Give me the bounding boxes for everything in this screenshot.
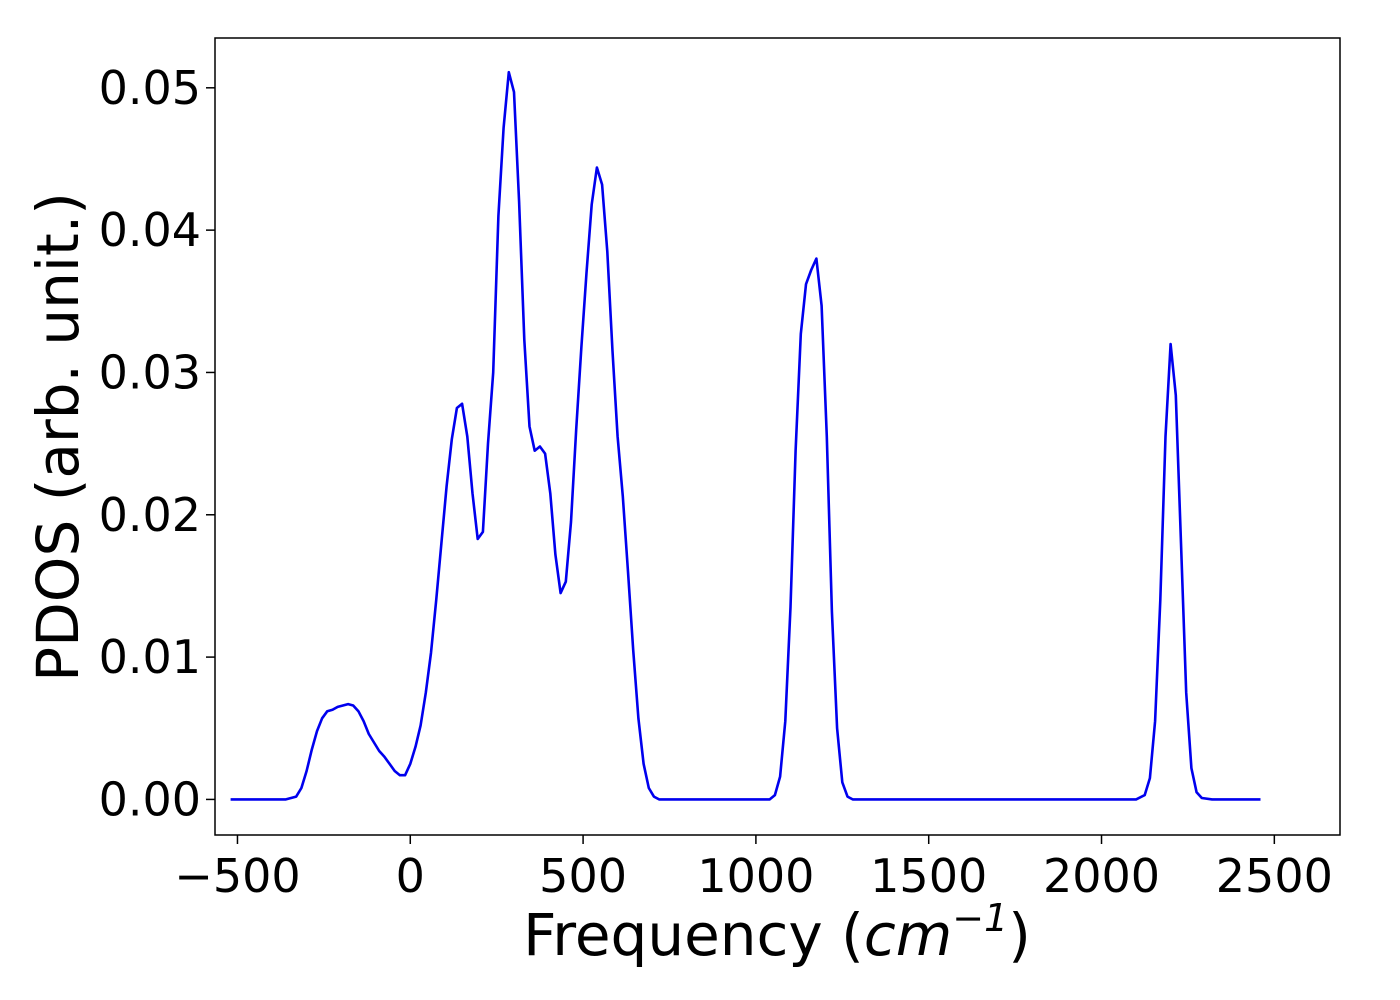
y-axis-label: PDOS (arb. unit.) (24, 192, 92, 682)
x-axis-label-text: Frequency (523, 901, 823, 969)
x-axis-ticks: −500 0 500 1000 1500 2000 2500 (174, 835, 1333, 903)
series-layer (230, 70, 1261, 801)
pdos-line (230, 70, 1261, 801)
y-axis-ticks: 0.00 0.01 0.02 0.03 0.04 0.05 (99, 61, 215, 826)
x-tick-label: 2000 (1043, 849, 1160, 903)
plot-area (214, 37, 1341, 836)
x-tick-label: −500 (174, 849, 300, 903)
y-tick-label: 0.01 (99, 630, 201, 684)
x-axis-label-exponent: −1 (952, 896, 1008, 940)
y-tick-label: 0.05 (99, 61, 201, 115)
y-tick-label: 0.03 (99, 345, 201, 399)
y-tick-label: 0.04 (99, 203, 201, 257)
x-tick-label: 1000 (697, 849, 814, 903)
x-tick-label: 2500 (1216, 849, 1333, 903)
x-tick-label: 500 (539, 849, 627, 903)
x-tick-label: 1500 (870, 849, 987, 903)
y-tick-label: 0.02 (99, 488, 201, 542)
x-tick-label: 0 (396, 849, 425, 903)
y-tick-label: 0.00 (99, 772, 201, 826)
x-axis-label: Frequency (cm−1) (523, 896, 1031, 969)
x-axis-label-unit: cm (864, 901, 952, 969)
